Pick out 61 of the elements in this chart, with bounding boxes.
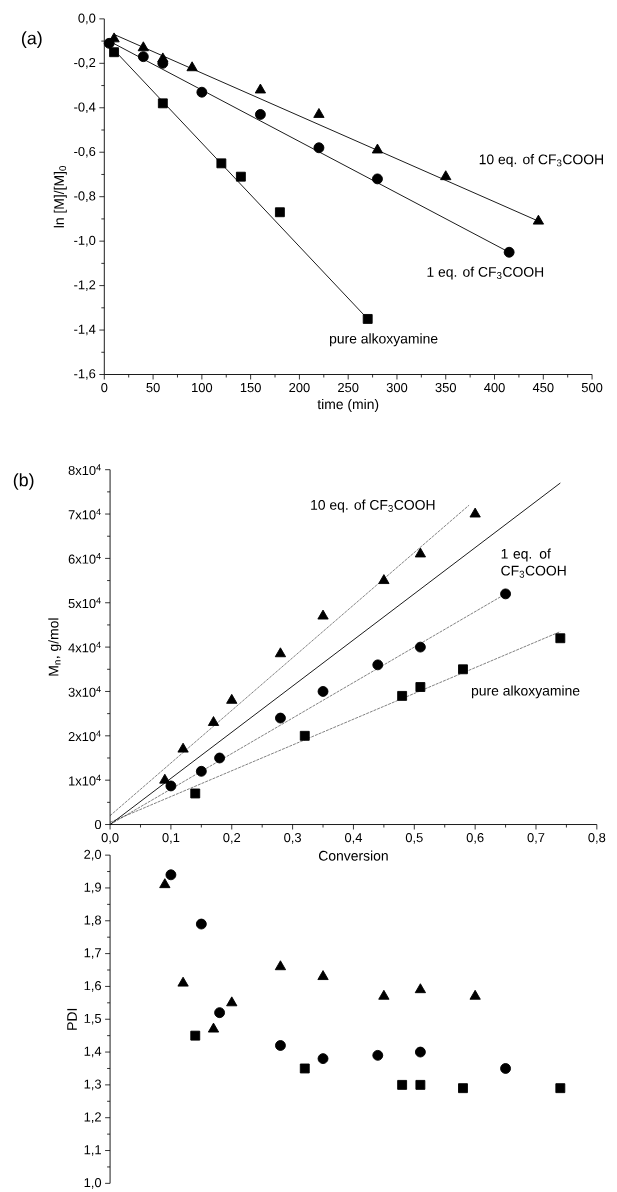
- y-tick-label: 0: [94, 819, 102, 830]
- x-tick-label: 400: [484, 382, 505, 393]
- y-tick-label: -0,6: [74, 146, 96, 158]
- x-tick-label: 0,8: [588, 833, 606, 844]
- y-tick-label: 1x10$^{4}$: [69, 774, 101, 786]
- x-tick-label: 500: [581, 382, 603, 393]
- text: (a): [22, 31, 42, 48]
- y-tick-label: -0,4: [74, 102, 96, 114]
- y-tick-label: 3x10$^{4}$: [68, 686, 101, 697]
- series-label: pure alkoxyamine: [472, 685, 580, 699]
- y-tick-label: 2x10$^{4}$: [68, 730, 101, 742]
- x-tick-label: 0,5: [405, 833, 423, 844]
- y-tick-label: -0,2: [74, 57, 96, 69]
- x-tick-label: 0,0: [101, 833, 119, 844]
- y-tick-label: 6x10$^{4}$: [68, 553, 101, 564]
- text: 10 eq. of CF$_{3}$COOH: [311, 499, 435, 513]
- y-tick-label: 1,1: [84, 1145, 102, 1156]
- y-tick-label: 7x10$^{4}$: [68, 508, 101, 520]
- x-tick-label: 350: [435, 382, 457, 393]
- x-tick-label: 0,3: [284, 833, 302, 844]
- text: 10 eq. of CF$_{3}$COOH: [479, 154, 604, 168]
- x-tick-label: 150: [240, 382, 261, 393]
- x-tick-label: 200: [289, 382, 310, 393]
- x-axis-title: time (min): [317, 398, 379, 412]
- y-tick-label: 1,5: [84, 1013, 102, 1025]
- y-axis-title: PDI: [67, 1008, 77, 1030]
- series-label: pure alkoxyamine: [330, 333, 438, 347]
- y-axis-title: M$_{n}$, g/mol: [48, 618, 62, 676]
- y-tick-label: -1,4: [74, 324, 96, 336]
- y-tick-label: 1,7: [84, 948, 101, 959]
- x-tick-label: 300: [386, 382, 408, 393]
- x-tick-label: 250: [338, 382, 359, 393]
- chart-title: (b): [13, 473, 34, 490]
- x-tick-label: 50: [146, 382, 160, 393]
- y-tick-label: 1,4: [84, 1046, 102, 1058]
- x-tick-label: 450: [532, 382, 554, 393]
- y-tick-label: -1,2: [74, 280, 96, 291]
- series-label: 1 eq. of CF$_{3}$COOH: [427, 266, 544, 280]
- x-axis-title: Conversion: [319, 850, 388, 861]
- y-tick-label: 0,0: [78, 13, 96, 25]
- series-label: 1 eq. of CF$_{3}$COOH: [501, 548, 566, 578]
- y-tick-label: 1,3: [84, 1079, 102, 1091]
- x-tick-label: 0,1: [162, 833, 180, 844]
- y-tick-label: 5x10$^{4}$: [68, 597, 101, 609]
- y-tick-label: -0,8: [74, 191, 96, 203]
- y-tick-label: 1,8: [84, 915, 102, 927]
- x-tick-label: 0,6: [466, 833, 484, 844]
- x-tick-label: 100: [192, 382, 213, 393]
- y-tick-label: 1,6: [84, 981, 102, 992]
- y-tick-label: 4x10$^{4}$: [68, 641, 101, 653]
- x-tick-label: 0,2: [223, 833, 241, 844]
- y-tick-label: 1,0: [84, 1178, 102, 1189]
- x-tick-label: 0,4: [345, 833, 363, 844]
- y-tick-label: 1,9: [84, 882, 102, 894]
- y-tick-label: -1,0: [74, 235, 96, 247]
- y-tick-label: 8x10$^{4}$: [68, 464, 101, 476]
- y-tick-label: -1,6: [74, 369, 96, 380]
- y-tick-label: 1,2: [84, 1112, 101, 1124]
- x-tick-label: 0,7: [527, 833, 545, 844]
- y-axis-title: ln [M]/[M]$_{0}$: [53, 166, 67, 228]
- y-tick-label: 2,0: [84, 849, 102, 861]
